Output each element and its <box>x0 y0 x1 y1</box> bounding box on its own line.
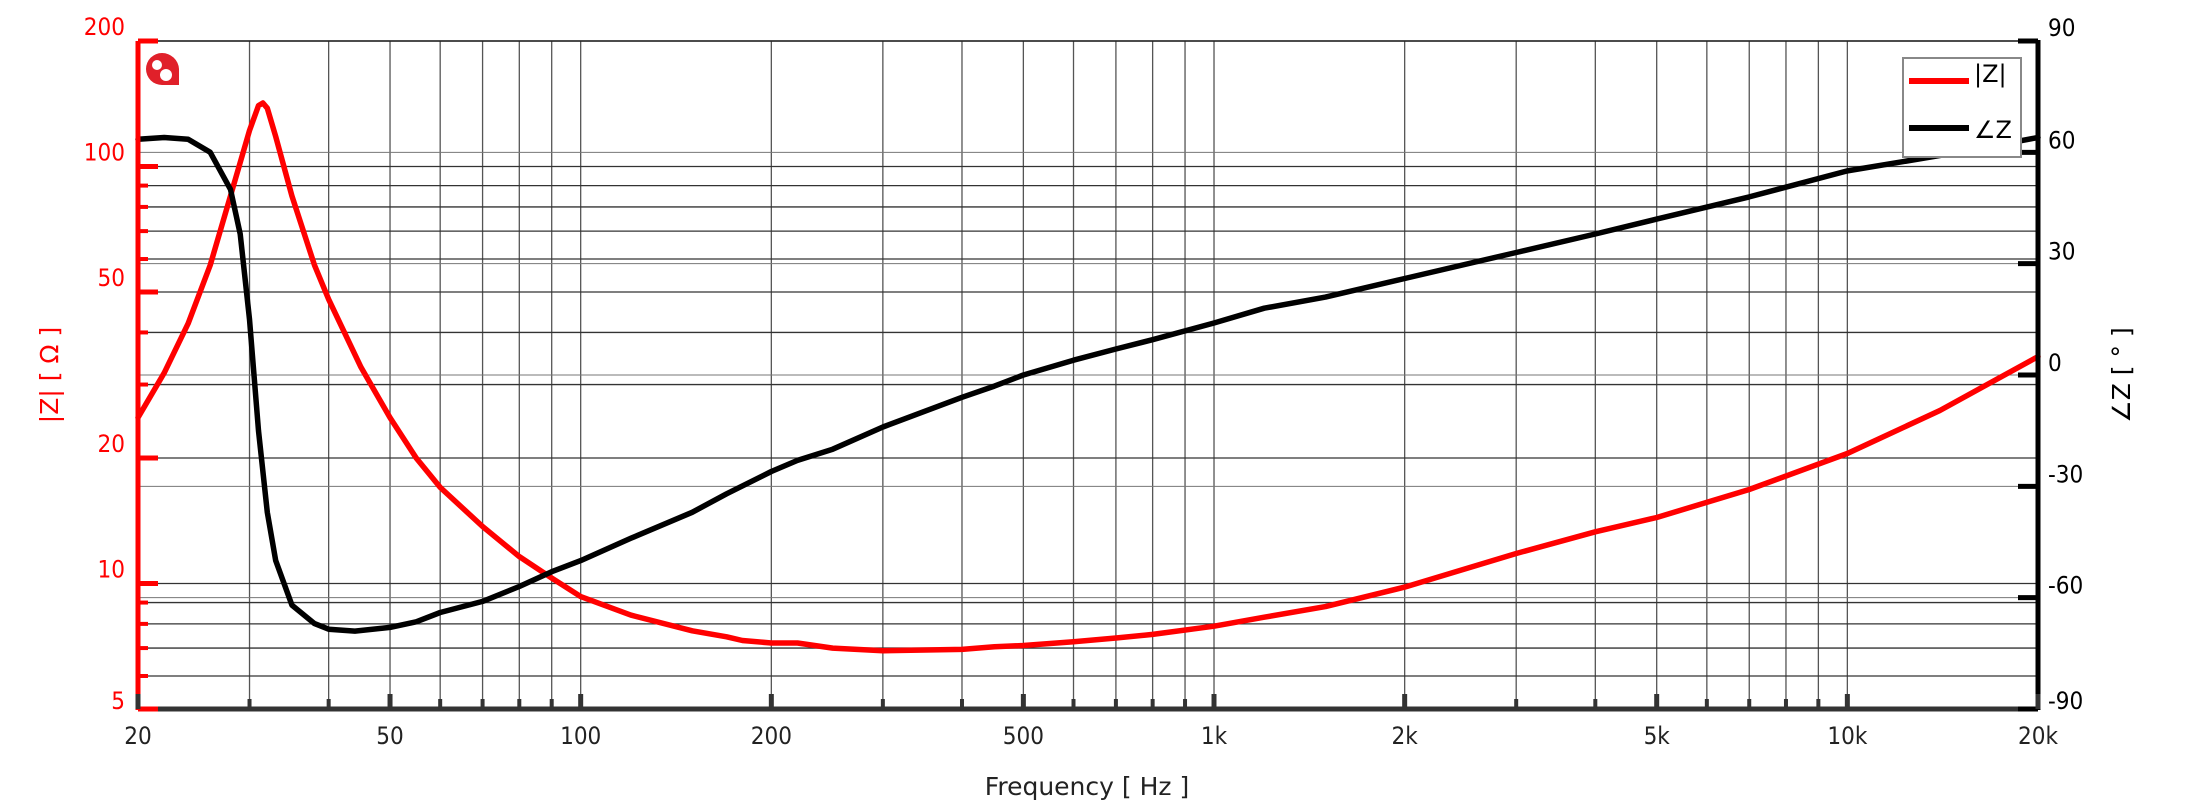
axes <box>135 38 2041 712</box>
y-right-tick-label: 30 <box>2048 238 2075 266</box>
data-curves <box>135 100 2041 654</box>
x-tick-label: 10k <box>1827 722 1867 750</box>
x-axis-title: Frequency [ Hz ] <box>985 772 1189 801</box>
y-left-tick-label: 50 <box>98 264 125 292</box>
grid-lines <box>137 40 2039 710</box>
y-right-tick-label: -60 <box>2048 572 2083 600</box>
phase-curve <box>135 134 2041 634</box>
y-right-tick-label: -30 <box>2048 460 2083 488</box>
x-tick-label: 200 <box>751 722 792 750</box>
x-tick-label: 5k <box>1644 722 1671 750</box>
brand-logo-icon <box>146 52 179 85</box>
y-left-tick-label: 100 <box>84 139 125 167</box>
y-left-tick-label: 5 <box>111 687 125 715</box>
legend-label-phase: ∠Z <box>1974 116 2012 144</box>
x-tick-label: 500 <box>1003 722 1044 750</box>
y-right-axis-title: ∠Z [ ° ] <box>2107 327 2136 422</box>
y-left-tick-label: 200 <box>84 13 125 41</box>
x-tick-label: 1k <box>1201 722 1228 750</box>
y-right-tick-label: 0 <box>2048 349 2062 377</box>
x-tick-label: 20k <box>2018 722 2058 750</box>
magnitude-curve <box>135 100 2041 654</box>
legend: |Z| ∠Z <box>1902 57 2022 158</box>
x-tick-label: 100 <box>560 722 601 750</box>
y-left-tick-label: 20 <box>98 430 125 458</box>
x-tick-label: 20 <box>124 722 151 750</box>
tick-labels: 5 10 20 50 100 200 -90 -60 -30 0 30 60 90 20 50 100 200 5… <box>84 13 2083 750</box>
y-left-axis-title: |Z| [ Ω ] <box>35 327 64 423</box>
y-right-tick-label: -90 <box>2048 687 2083 715</box>
y-right-tick-label: 90 <box>2048 14 2075 42</box>
legend-box <box>1902 57 2022 158</box>
y-right-tick-label: 60 <box>2048 126 2075 154</box>
x-tick-label: 2k <box>1392 722 1419 750</box>
legend-label-magnitude: |Z| <box>1974 60 2007 88</box>
y-left-tick-label: 10 <box>98 555 125 583</box>
x-tick-label: 50 <box>376 722 403 750</box>
